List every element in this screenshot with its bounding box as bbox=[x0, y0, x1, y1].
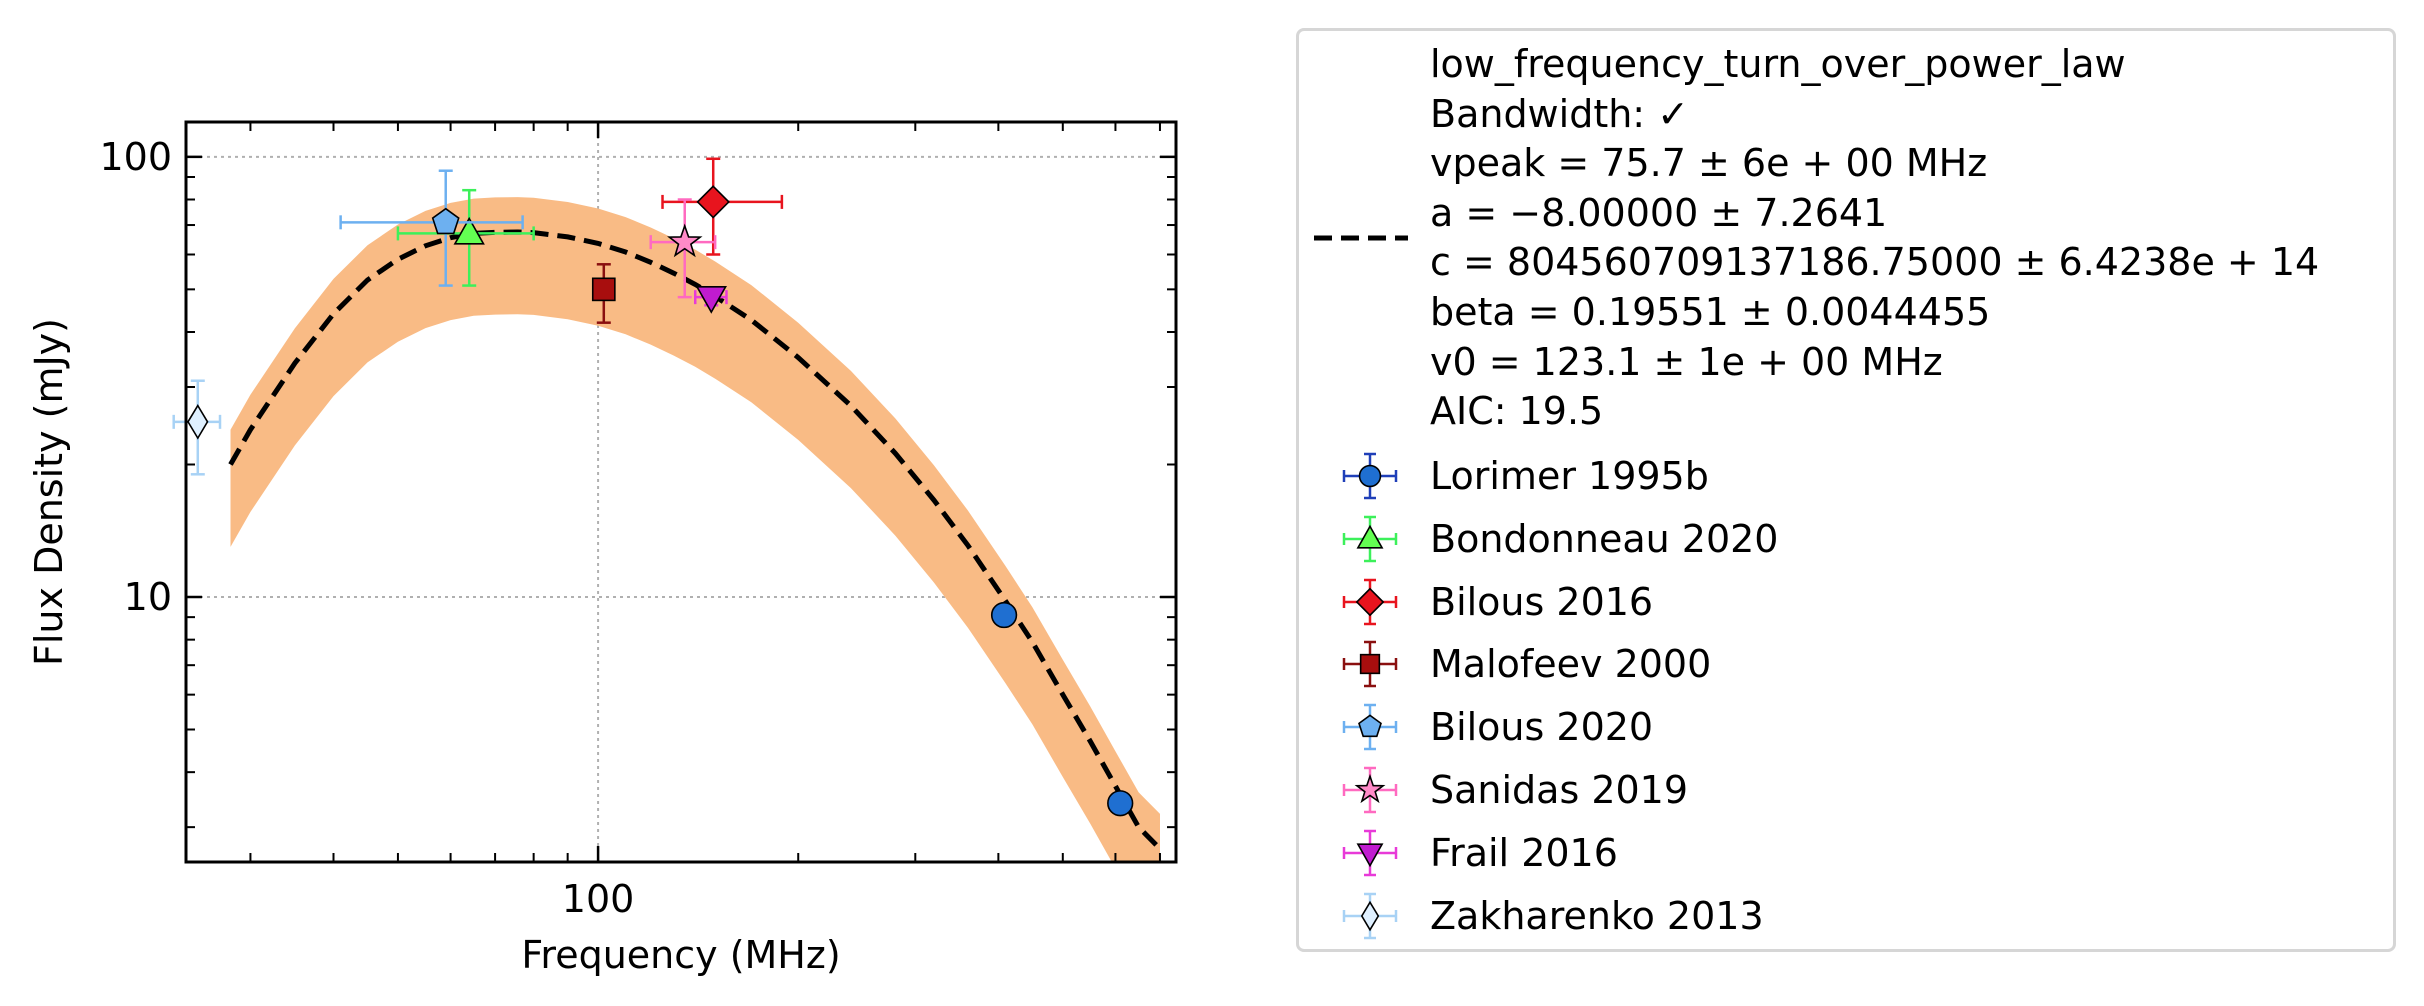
legend-entry: Malofeev 2000 bbox=[1296, 634, 2396, 694]
grid-lines bbox=[186, 122, 1176, 862]
fit-name: low_frequency_turn_over_power_law bbox=[1430, 42, 2126, 86]
data-point bbox=[396, 188, 535, 287]
legend-label: Lorimer 1995b bbox=[1430, 454, 1709, 498]
fit-line-swatch bbox=[1314, 235, 1408, 241]
fit-param: a = −8.00000 ± 7.2641 bbox=[1430, 190, 1888, 235]
legend-marker bbox=[1358, 714, 1382, 738]
legend-marker-icon bbox=[1342, 578, 1398, 625]
legend-entry: Bondonneau 2020 bbox=[1296, 509, 2396, 569]
data-point bbox=[339, 169, 524, 287]
fit-aic: AIC: 19.5 bbox=[1430, 389, 1604, 434]
fit-param: vpeak = 75.7 ± 6e + 00 MHz bbox=[1430, 141, 1988, 186]
data-point bbox=[1107, 790, 1134, 817]
data-marker bbox=[453, 216, 485, 245]
y-tick-label: 10 bbox=[124, 575, 172, 619]
data-marker bbox=[591, 277, 616, 302]
data-marker bbox=[990, 601, 1018, 629]
data-marker bbox=[187, 404, 209, 440]
data-point bbox=[172, 379, 222, 476]
legend-marker bbox=[1354, 773, 1386, 804]
y-axis-label: Flux Density (mJy) bbox=[27, 318, 71, 666]
legend-marker bbox=[1355, 587, 1385, 616]
legend-marker-icon bbox=[1342, 515, 1398, 563]
fit-uncertainty-band bbox=[230, 197, 1160, 862]
legend-marker bbox=[1359, 654, 1381, 675]
data-point bbox=[990, 601, 1018, 629]
legend-entry: Bilous 2016 bbox=[1296, 572, 2396, 632]
data-marker bbox=[695, 285, 727, 314]
data-marker bbox=[667, 223, 703, 258]
fit-param: beta = 0.19551 ± 0.0044455 bbox=[1430, 289, 1991, 334]
legend-marker bbox=[1360, 900, 1380, 931]
legend-marker bbox=[1356, 843, 1384, 868]
fit-curve bbox=[228, 229, 1162, 851]
y-tick-label: 100 bbox=[99, 135, 172, 179]
legend-marker-icon bbox=[1342, 703, 1398, 751]
x-tick-label: 100 bbox=[562, 877, 635, 921]
data-point bbox=[649, 198, 717, 299]
legend-label: Zakharenko 2013 bbox=[1430, 893, 1764, 938]
plot-frame bbox=[184, 120, 1178, 864]
legend-marker-icon bbox=[1342, 452, 1398, 500]
legend-entry: Lorimer 1995b bbox=[1296, 446, 2396, 506]
legend-label: Bilous 2016 bbox=[1430, 579, 1654, 624]
x-axis-label: Frequency (MHz) bbox=[521, 933, 840, 977]
legend-marker-icon bbox=[1342, 766, 1398, 814]
legend-entry: Frail 2016 bbox=[1296, 823, 2396, 883]
data-marker bbox=[431, 207, 460, 235]
fit-description: low_frequency_turn_over_power_law Bandwi… bbox=[1430, 40, 2319, 437]
legend-label: Bilous 2020 bbox=[1430, 705, 1654, 750]
data-point bbox=[661, 157, 784, 256]
data-point bbox=[591, 263, 616, 324]
axis-ticks: 100 10 100 bbox=[99, 122, 1176, 921]
fit-param: v0 = 123.1 ± 1e + 00 MHz bbox=[1430, 339, 1943, 384]
legend-label: Sanidas 2019 bbox=[1430, 768, 1689, 812]
legend-marker bbox=[1358, 464, 1382, 488]
data-marker bbox=[1107, 790, 1134, 817]
chart: 100 10 100 Frequency (MHz) Flux Density (m… bbox=[27, 120, 1178, 977]
legend bbox=[1296, 28, 2396, 952]
legend-entry: Bilous 2020 bbox=[1296, 697, 2396, 757]
fit-param: c = 804560709137186.75000 ± 6.4238e + 14 bbox=[1430, 240, 2320, 285]
legend-marker-icon bbox=[1342, 892, 1398, 939]
legend-label: Bondonneau 2020 bbox=[1430, 516, 1779, 561]
legend-label: Malofeev 2000 bbox=[1430, 642, 1712, 687]
fit-bandwidth: Bandwidth: ✓ bbox=[1430, 91, 1690, 136]
data-point bbox=[693, 285, 728, 314]
legend-label: Frail 2016 bbox=[1430, 830, 1618, 875]
legend-marker-icon bbox=[1342, 641, 1398, 688]
legend-entry: Sanidas 2019 bbox=[1296, 760, 2396, 820]
data-marker bbox=[696, 185, 730, 219]
legend-entry: Zakharenko 2013 bbox=[1296, 886, 2396, 946]
legend-marker bbox=[1356, 524, 1384, 549]
legend-marker-icon bbox=[1342, 829, 1398, 877]
